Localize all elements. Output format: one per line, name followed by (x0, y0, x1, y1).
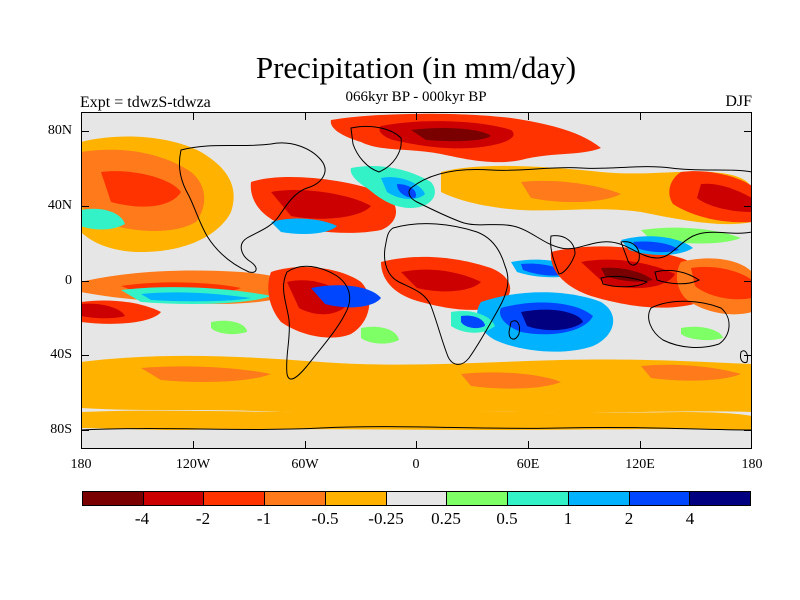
colorbar-swatch-2 (204, 492, 266, 505)
colorbar-swatch-10 (690, 492, 751, 505)
x-label-120e: 120E (625, 457, 655, 472)
colorbar-label: 2 (624, 509, 634, 528)
colorbar-swatch-9 (629, 492, 691, 505)
plot-subtitle: 066kyr BP - 000kyr BP (345, 89, 487, 105)
x-label-120w: 120W (175, 457, 211, 472)
colorbar-label: 0.5 (496, 509, 518, 528)
x-tick (640, 441, 641, 449)
y-tick (744, 281, 752, 282)
x-tick (305, 441, 306, 449)
colorbar-label: -0.5 (311, 509, 339, 528)
x-label-180w: 180 (70, 457, 92, 472)
equatorial-atlantic-wet (311, 285, 381, 308)
colorbar-swatch-3 (265, 492, 326, 505)
y-tick (744, 430, 752, 431)
colorbar-swatch-4 (325, 492, 387, 505)
y-label-eq: 0 (65, 273, 72, 288)
season-label: DJF (725, 93, 752, 110)
y-tick (744, 131, 752, 132)
y-label-40s: 40S (50, 347, 72, 362)
colorbar-label: -1 (256, 509, 272, 528)
x-label-60w: 60W (291, 457, 319, 472)
y-tick (744, 206, 752, 207)
colorbar-swatch-1 (143, 492, 205, 505)
y-tick (744, 355, 752, 356)
y-tick (81, 131, 89, 132)
y-tick (81, 281, 89, 282)
colorbar (82, 491, 751, 506)
coastlines (81, 125, 752, 431)
colorbar-label: 1 (563, 509, 573, 528)
x-tick (528, 112, 529, 120)
y-tick (81, 206, 89, 207)
colorbar-swatch-8 (568, 492, 630, 505)
colorbar-label: -2 (195, 509, 211, 528)
experiment-label: Expt = tdwzS-tdwza (80, 94, 211, 111)
colorbar-label: 4 (685, 509, 695, 528)
x-tick (416, 441, 417, 449)
colorbar-swatch-0 (83, 492, 144, 505)
colorbar-label: -0.25 (368, 509, 404, 528)
precipitation-map (81, 112, 752, 449)
x-label-180e: 180 (741, 457, 763, 472)
y-label-40n: 40N (47, 198, 72, 213)
x-tick (640, 112, 641, 120)
y-tick (81, 430, 89, 431)
x-tick (416, 112, 417, 120)
y-label-80n: 80N (47, 123, 72, 138)
y-tick (81, 355, 89, 356)
antarctic-dry (81, 410, 752, 430)
colorbar-label: -4 (134, 509, 150, 528)
colorbar-swatch-6 (447, 492, 509, 505)
x-label-60e: 60E (516, 457, 540, 472)
precip-anomaly-field (81, 112, 752, 449)
x-label-0: 0 (412, 457, 420, 472)
southern-ocean-dry (81, 355, 752, 414)
x-tick (528, 441, 529, 449)
x-tick (193, 112, 194, 120)
colorbar-swatch-5 (386, 492, 448, 505)
plot-title: Precipitation (in mm/day) (255, 50, 577, 85)
x-tick (193, 441, 194, 449)
x-tick (305, 112, 306, 120)
colorbar-swatch-7 (508, 492, 569, 505)
y-label-80s: 80S (50, 422, 72, 437)
colorbar-label: 0.25 (431, 509, 461, 528)
